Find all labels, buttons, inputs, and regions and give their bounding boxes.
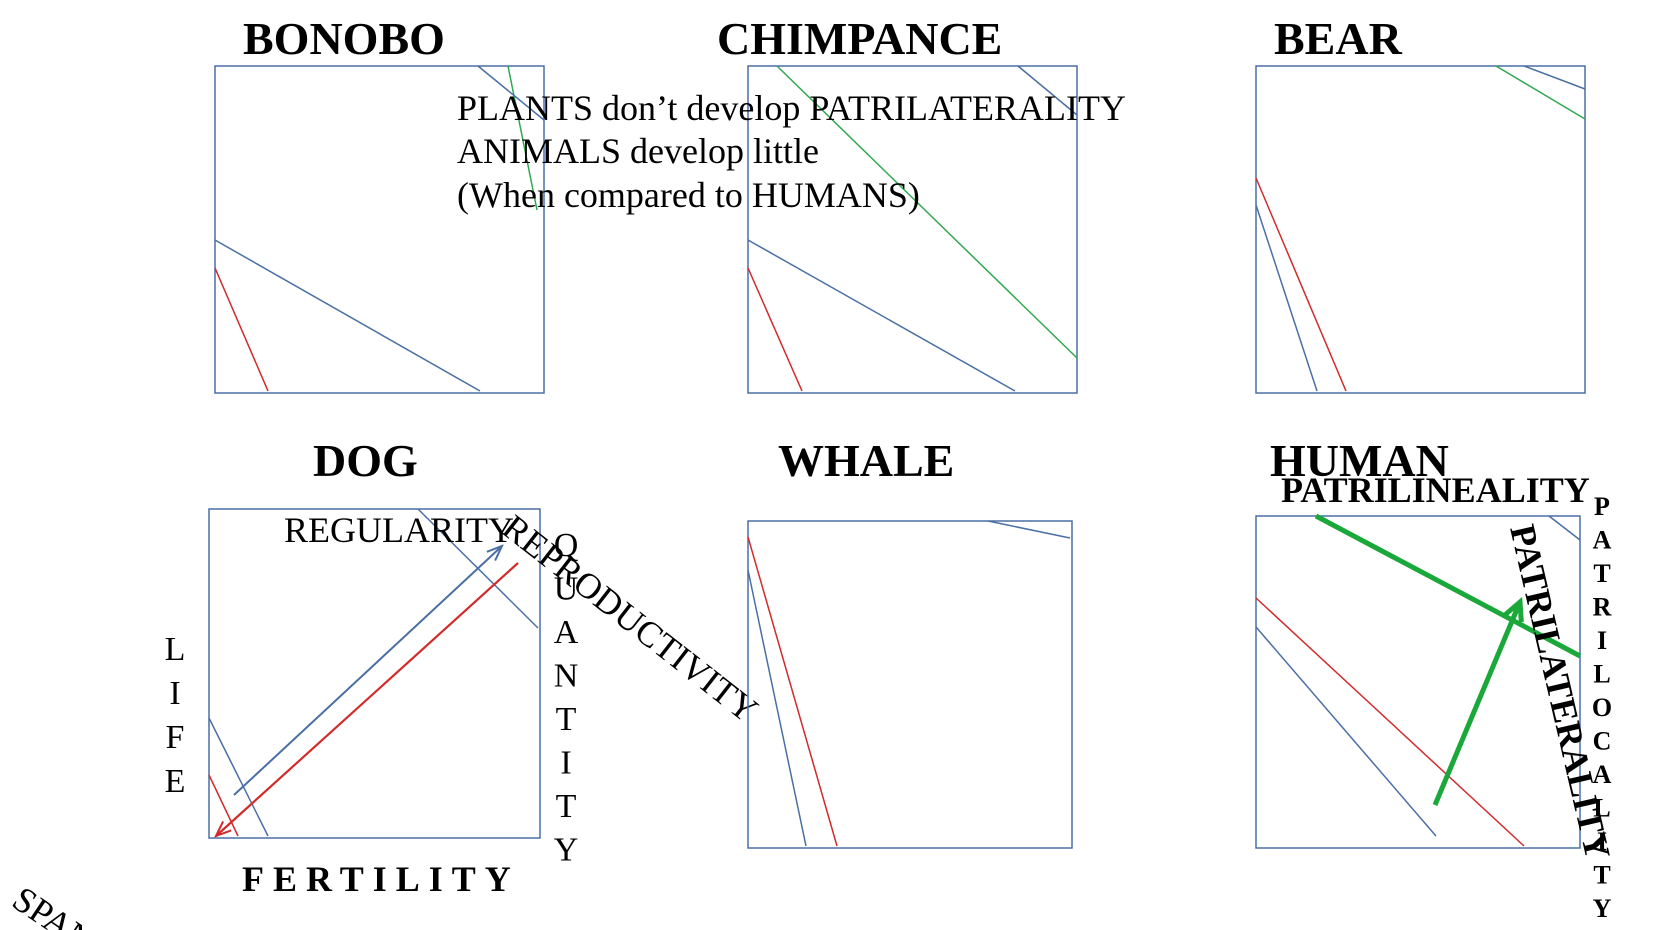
panel-title: BEAR <box>1274 13 1403 64</box>
label-letter: A <box>1593 526 1612 555</box>
note-line-3: (When compared to HUMANS) <box>457 175 920 215</box>
panel-title: HUMAN <box>1270 435 1449 486</box>
label-letter: T <box>556 701 577 738</box>
green-line <box>1495 65 1586 120</box>
panel-bonobo: BONOBO <box>214 13 545 394</box>
note-line-2: ANIMALS develop little <box>457 131 819 171</box>
label-letter: N <box>554 658 579 695</box>
red-line <box>214 267 269 392</box>
green-line <box>776 65 1078 359</box>
label-letter: T <box>1593 559 1610 588</box>
panel-frame <box>1255 515 1581 849</box>
label-letter: O <box>1592 693 1612 722</box>
blue-line <box>1548 515 1581 541</box>
label-letter: Q <box>554 527 579 564</box>
blue-line <box>1523 65 1586 90</box>
patrilaterality-arrow <box>1432 602 1520 806</box>
label-letter: A <box>554 614 579 651</box>
panel-frame <box>747 65 1078 394</box>
label-letter: F <box>166 719 185 756</box>
panel-dog: DOG REGULARITY REPRODUCTIVITY FERTILITY … <box>6 435 766 930</box>
label-letter: U <box>554 571 579 608</box>
blue-line <box>987 520 1071 539</box>
label-letter: T <box>1593 861 1610 890</box>
panel-bear: BEAR <box>1255 13 1586 394</box>
label-letter: P <box>1594 492 1610 521</box>
blue-line <box>214 239 481 392</box>
red-line <box>1255 177 1347 392</box>
blue-line <box>747 239 1016 392</box>
note-line-1: PLANTS don’t develop PATRILATERALITY <box>457 88 1126 128</box>
reproductivity-arrow <box>216 562 519 836</box>
blue-line <box>208 717 269 837</box>
note-text: PLANTS don’t develop PATRILATERALITY ANI… <box>457 88 1126 215</box>
blue-line <box>1017 65 1078 116</box>
span-label: SPAN <box>6 878 102 930</box>
label-letter: L <box>1593 660 1610 689</box>
label-letter: I <box>1597 626 1607 655</box>
panel-frame <box>214 65 545 394</box>
panel-title: DOG <box>313 435 418 486</box>
label-letter: L <box>1593 794 1610 823</box>
panel-frame <box>1255 65 1586 394</box>
label-letter: T <box>556 788 577 825</box>
panel-whale: WHALE <box>747 435 1073 849</box>
blue-line <box>477 65 545 121</box>
label-letter: L <box>165 631 186 668</box>
label-letter: I <box>1597 827 1607 856</box>
panel-chimpance: CHIMPANCE <box>717 13 1078 394</box>
label-letter: C <box>1593 727 1612 756</box>
panel-title: CHIMPANCE <box>717 13 1002 64</box>
label-letter: Y <box>554 832 579 869</box>
panel-human: HUMAN PATRILINEALITY PATRILATERALITY PAT… <box>1255 435 1618 923</box>
blue-line <box>747 569 807 847</box>
label-letter: A <box>1593 760 1612 789</box>
red-line <box>208 774 239 837</box>
red-line <box>747 536 838 847</box>
green-line <box>507 65 538 211</box>
patrilineality-arrow-line <box>1314 513 1582 659</box>
panel-frame <box>747 520 1073 849</box>
fertility-label: FERTILITY <box>242 859 520 899</box>
blue-line <box>1255 626 1437 837</box>
panel-title: WHALE <box>778 435 954 486</box>
blue-line <box>1255 204 1318 392</box>
reproductivity-label: REPRODUCTIVITY <box>495 507 765 731</box>
label-letter: E <box>165 763 186 800</box>
red-line <box>1255 597 1525 847</box>
red-line <box>747 267 803 392</box>
label-letter: I <box>560 745 571 782</box>
panel-title: BONOBO <box>243 13 445 64</box>
label-letter: Y <box>1593 894 1612 923</box>
label-letter: R <box>1593 593 1612 622</box>
regularity-arrow <box>233 546 502 796</box>
label-letter: I <box>169 675 180 712</box>
patrilineality-label: PATRILINEALITY <box>1281 470 1590 510</box>
panel-frame <box>208 508 541 839</box>
regularity-label: REGULARITY <box>284 510 514 550</box>
